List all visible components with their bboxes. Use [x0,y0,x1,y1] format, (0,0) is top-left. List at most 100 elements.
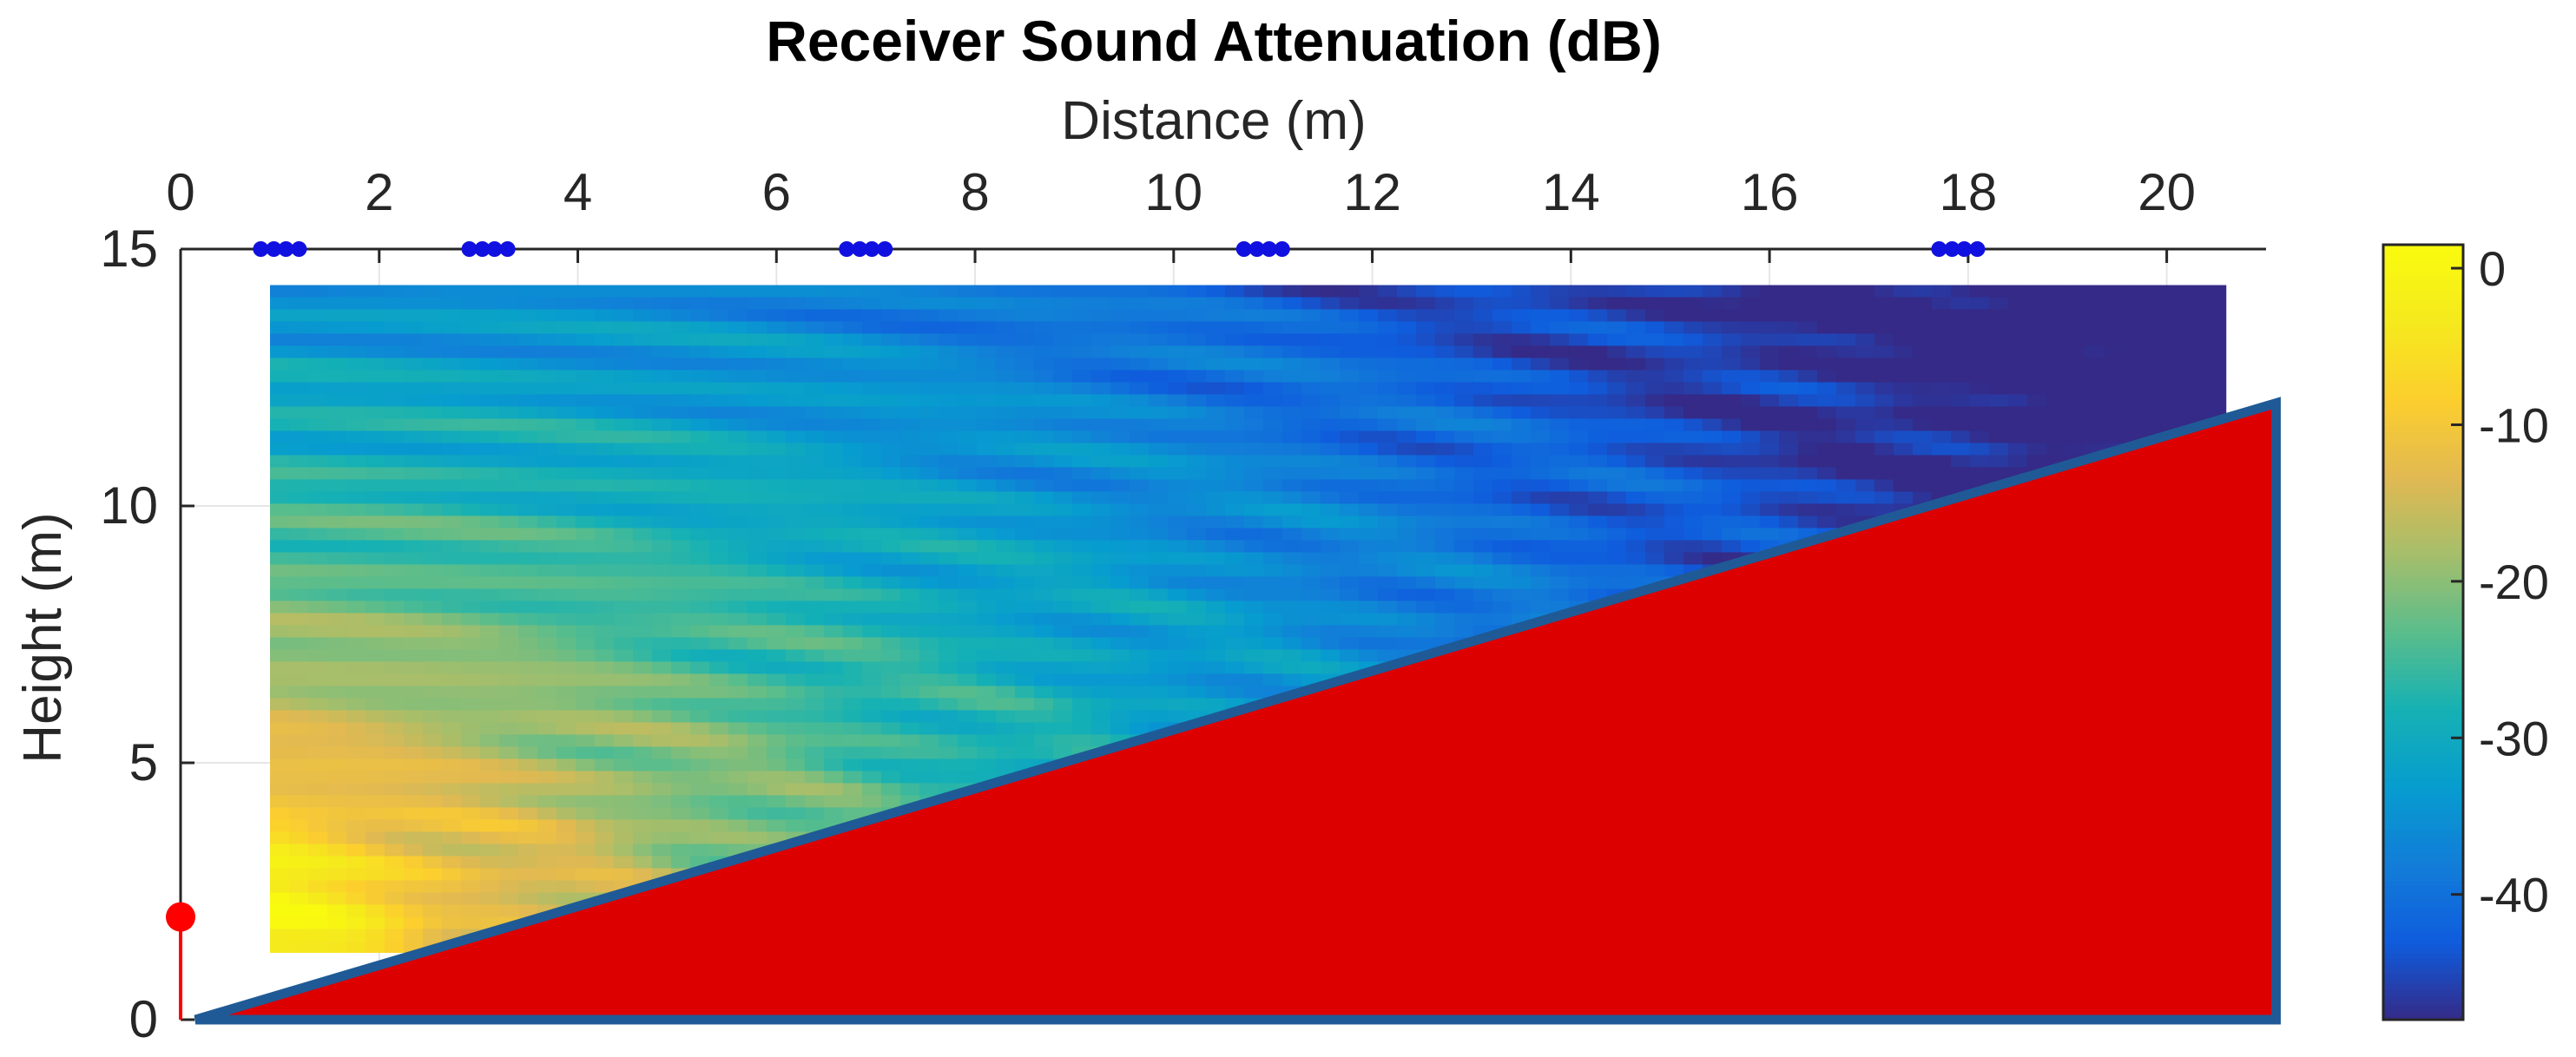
heatmap-cell [307,394,328,408]
heatmap-cell [1893,479,1914,493]
heatmap-cell [670,722,691,736]
heatmap-cell [708,588,729,602]
heatmap-cell [575,746,596,760]
heatmap-cell [1090,491,1111,505]
heatmap-cell [1988,297,2009,311]
heatmap-cell [1644,309,1665,323]
heatmap-cell [728,443,748,456]
heatmap-cell [689,819,710,833]
heatmap-cell [1683,430,1703,444]
heatmap-cell [1415,297,1436,311]
heatmap-cell [1511,333,1532,347]
heatmap-cell [1969,430,1990,444]
heatmap-cell [670,333,691,347]
heatmap-cell [880,430,901,444]
heatmap-cell [2217,406,2227,420]
heatmap-cell [728,637,748,651]
heatmap-cell [1014,285,1035,299]
heatmap-cell [1568,479,1589,493]
heatmap-cell [766,370,787,384]
heatmap-cell [976,285,997,299]
heatmap-cell [861,491,882,505]
heatmap-cell [346,309,366,323]
heatmap-cell [1186,661,1207,675]
heatmap-cell [346,479,366,493]
heatmap-cell [1625,406,1646,420]
heatmap-cell [365,807,385,821]
heatmap-cell [1148,418,1169,432]
heatmap-cell [899,673,920,687]
heatmap-cell [689,698,710,712]
heatmap-cell [460,515,481,529]
heatmap-cell [1167,394,1188,408]
heatmap-cell [632,625,653,639]
heatmap-cell [1549,321,1570,335]
heatmap-cell [346,528,366,542]
heatmap-cell [307,321,328,335]
heatmap-cell [307,734,328,748]
heatmap-cell [1969,285,1990,299]
heatmap-cell [613,625,634,639]
heatmap-cell [1931,467,1952,481]
heatmap-cell [1453,430,1474,444]
heatmap-cell [613,297,634,311]
heatmap-cell [594,503,615,517]
heatmap-cell [1549,285,1570,299]
heatmap-cell [384,333,405,347]
heatmap-cell [880,552,901,566]
heatmap-cell [1835,430,1856,444]
heatmap-cell [365,528,385,542]
heatmap-cell [613,321,634,335]
heatmap-cell [441,467,462,481]
heatmap-cell [1702,418,1723,432]
heatmap-cell [1835,394,1856,408]
heatmap-cell [747,491,768,505]
heatmap-cell [1014,673,1035,687]
heatmap-cell [1396,406,1417,420]
heatmap-cell [594,321,615,335]
heatmap-cell [479,588,500,602]
heatmap-cell [1664,430,1684,444]
heatmap-cell [441,430,462,444]
heatmap-cell [632,491,653,505]
heatmap-cell [1530,321,1551,335]
heatmap-cell [1530,285,1551,299]
heatmap-cell [2026,394,2047,408]
heatmap-cell [288,382,309,396]
heatmap-cell [1243,382,1264,396]
heatmap-cell [1549,515,1570,529]
heatmap-cell [1090,528,1111,542]
heatmap-cell [823,564,844,578]
heatmap-cell [1205,285,1226,299]
heatmap-cell [346,370,366,384]
heatmap-cell [460,661,481,675]
heatmap-cell [537,844,557,857]
heatmap-cell [2217,358,2227,371]
heatmap-cell [1511,418,1532,432]
heatmap-cell [2179,345,2200,359]
heatmap-cell [708,515,729,529]
heatmap-cell [1167,309,1188,323]
heatmap-cell [517,649,538,663]
heatmap-cell [1014,540,1035,554]
heatmap-cell [1702,406,1723,420]
heatmap-cell [708,576,729,590]
heatmap-cell [1090,625,1111,639]
heatmap-cell [766,601,787,614]
heatmap-cell [1950,394,1971,408]
heatmap-cell [594,673,615,687]
heatmap-cell [1912,467,1933,481]
heatmap-cell [1511,285,1532,299]
heatmap-cell [365,406,385,420]
heatmap-cell [1129,540,1150,554]
heatmap-cell [1816,321,1837,335]
heatmap-cell [1835,382,1856,396]
heatmap-cell [269,358,290,371]
heatmap-cell [1721,479,1742,493]
heatmap-cell [1281,576,1302,590]
heatmap-cell [632,345,653,359]
heatmap-cell [326,515,347,529]
heatmap-cell [2160,321,2181,335]
heatmap-cell [651,637,672,651]
heatmap-cell [1205,358,1226,371]
